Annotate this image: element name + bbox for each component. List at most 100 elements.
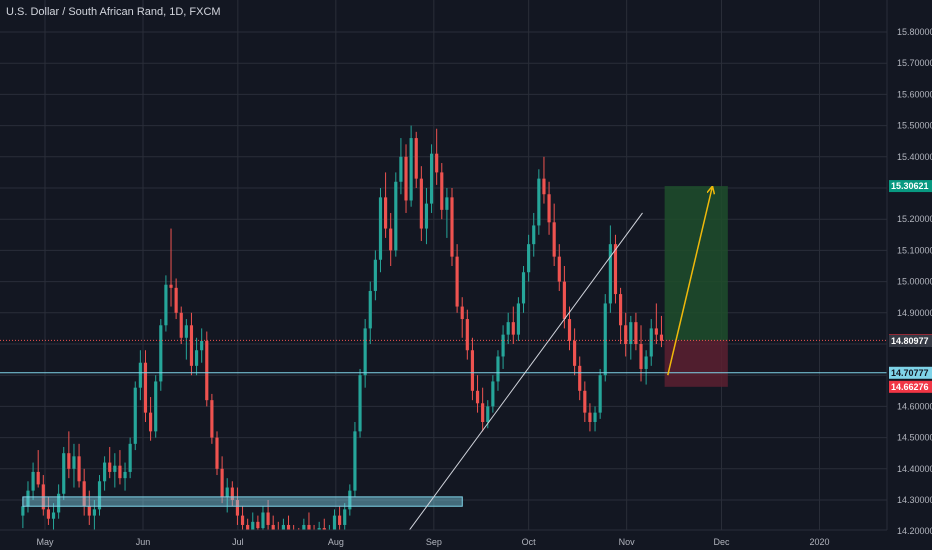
candle-body (46, 509, 50, 519)
candle-body (118, 465, 122, 479)
y-tick-label: 14.20000 (897, 526, 932, 536)
candle-body (475, 390, 480, 404)
y-tick-label: 14.50000 (897, 433, 932, 443)
y-tick-label: 15.00000 (897, 277, 932, 287)
candle-body (516, 303, 520, 335)
candle-body (271, 524, 275, 532)
price-tag-label: 14.70777 (891, 368, 929, 378)
price-tag: 14.66276 (889, 380, 932, 393)
position-zones (664, 186, 728, 387)
candle-body (445, 197, 449, 210)
price-tag: 15.30621 (889, 180, 932, 193)
trend-line[interactable] (408, 212, 643, 532)
candle-body (179, 312, 183, 338)
candle-body (87, 506, 91, 516)
candle-body (424, 203, 429, 229)
candle-body (573, 340, 577, 366)
candle-body (435, 153, 439, 173)
y-tick-label: 15.60000 (897, 89, 932, 99)
candle-body (542, 178, 546, 195)
candle-body (419, 178, 423, 229)
candle-body (465, 319, 469, 351)
candle-body (527, 244, 531, 273)
candle-body (256, 521, 260, 529)
candle-body (532, 225, 536, 245)
candle-body (164, 284, 168, 326)
candle-body (348, 490, 352, 510)
candle-body (567, 319, 572, 341)
candle-body (603, 303, 607, 376)
candle-body (200, 340, 204, 351)
y-tick-label: 15.80000 (897, 27, 932, 37)
candle-body (159, 325, 163, 382)
candle-body (307, 524, 311, 532)
candle-body (266, 512, 270, 525)
candle-body (486, 406, 490, 422)
support-zone-rect[interactable] (22, 496, 463, 507)
price-tag: 14.80977 (889, 334, 932, 347)
candle-body (460, 306, 464, 320)
candle-body (149, 412, 153, 432)
candle-body (363, 328, 367, 376)
price-tag-bg (889, 334, 932, 347)
candle-body (210, 400, 214, 438)
y-tick-label: 14.30000 (897, 495, 932, 505)
x-tick-label: May (36, 537, 54, 547)
price-tag-bg (889, 180, 932, 193)
stop-zone[interactable] (664, 340, 728, 387)
x-tick-label: Nov (619, 537, 636, 547)
y-tick-label: 15.20000 (897, 214, 932, 224)
candle-body (389, 228, 393, 251)
y-tick-label: 14.60000 (897, 401, 932, 411)
candle-body (123, 471, 127, 479)
candle-body (613, 244, 618, 295)
candle-body (501, 334, 505, 357)
projection-arrow[interactable] (667, 188, 712, 376)
candle-body (450, 197, 454, 257)
candle-body (624, 325, 628, 344)
candle-body (373, 259, 377, 291)
x-tick-label: 2020 (810, 537, 830, 547)
candle-body (455, 256, 459, 307)
candle-body (470, 350, 475, 391)
candle-body (547, 194, 551, 223)
candle-body (67, 453, 71, 469)
candle-body (332, 515, 337, 532)
candle-body (429, 153, 434, 204)
x-tick-label: Jun (136, 537, 151, 547)
candle-body (251, 521, 255, 532)
candle-body (72, 456, 76, 469)
candle-body (639, 344, 643, 369)
candle-body (404, 156, 408, 201)
candle-body (205, 340, 209, 401)
candle-body (184, 325, 188, 338)
candle-body (194, 350, 199, 366)
y-tick-label: 14.90000 (897, 308, 932, 318)
price-tag-bg (889, 366, 932, 379)
candle-body (26, 490, 30, 507)
y-tick-label: 14.40000 (897, 464, 932, 474)
candle-body (343, 509, 347, 525)
candle-body (491, 381, 495, 407)
candle-body (557, 256, 561, 282)
y-tick-label: 15.50000 (897, 121, 932, 131)
candle-body (598, 375, 602, 413)
candle-body (215, 437, 219, 469)
target-zone[interactable] (664, 186, 728, 341)
candle-body (353, 431, 357, 491)
candle-body (189, 325, 194, 366)
candle-body (511, 322, 515, 335)
candle-body (496, 356, 500, 382)
candle-body (97, 481, 102, 510)
candle-body (138, 362, 142, 388)
candle-body (143, 362, 148, 413)
candle-body (506, 322, 510, 335)
candle-body (537, 178, 541, 226)
candlesticks (21, 125, 664, 547)
x-tick-label: Jul (232, 537, 244, 547)
candle-body (103, 462, 107, 482)
time-axis[interactable] (0, 530, 932, 550)
candle-body (92, 509, 96, 516)
price-axis[interactable] (887, 0, 932, 530)
